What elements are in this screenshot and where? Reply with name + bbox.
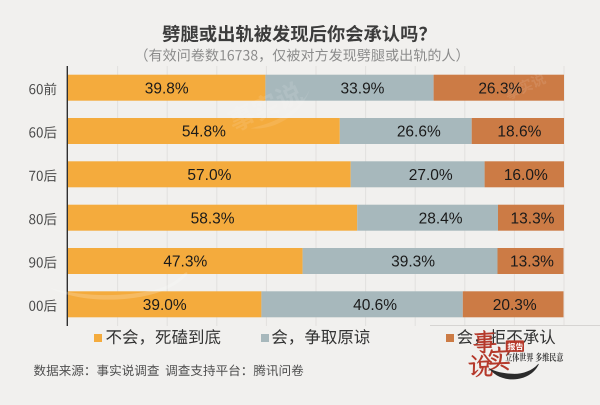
svg-text:47.3%: 47.3% [163, 254, 207, 271]
svg-text:39.0%: 39.0% [143, 297, 187, 314]
svg-text:13.3%: 13.3% [511, 210, 555, 227]
svg-text:18.6%: 18.6% [497, 124, 541, 141]
svg-text:28.4%: 28.4% [419, 210, 463, 227]
svg-text:20.3%: 20.3% [493, 297, 537, 314]
svg-text:39.8%: 39.8% [145, 80, 189, 97]
svg-text:40.6%: 40.6% [353, 297, 397, 314]
svg-text:26.3%: 26.3% [478, 80, 522, 97]
svg-text:39.3%: 39.3% [391, 254, 435, 271]
svg-text:54.8%: 54.8% [182, 124, 226, 141]
svg-text:26.6%: 26.6% [397, 124, 441, 141]
svg-text:16.0%: 16.0% [504, 167, 548, 184]
svg-text:58.3%: 58.3% [191, 210, 235, 227]
svg-text:57.0%: 57.0% [187, 167, 231, 184]
svg-text:27.0%: 27.0% [409, 167, 453, 184]
svg-text:33.9%: 33.9% [341, 80, 385, 97]
svg-text:13.3%: 13.3% [510, 254, 554, 271]
